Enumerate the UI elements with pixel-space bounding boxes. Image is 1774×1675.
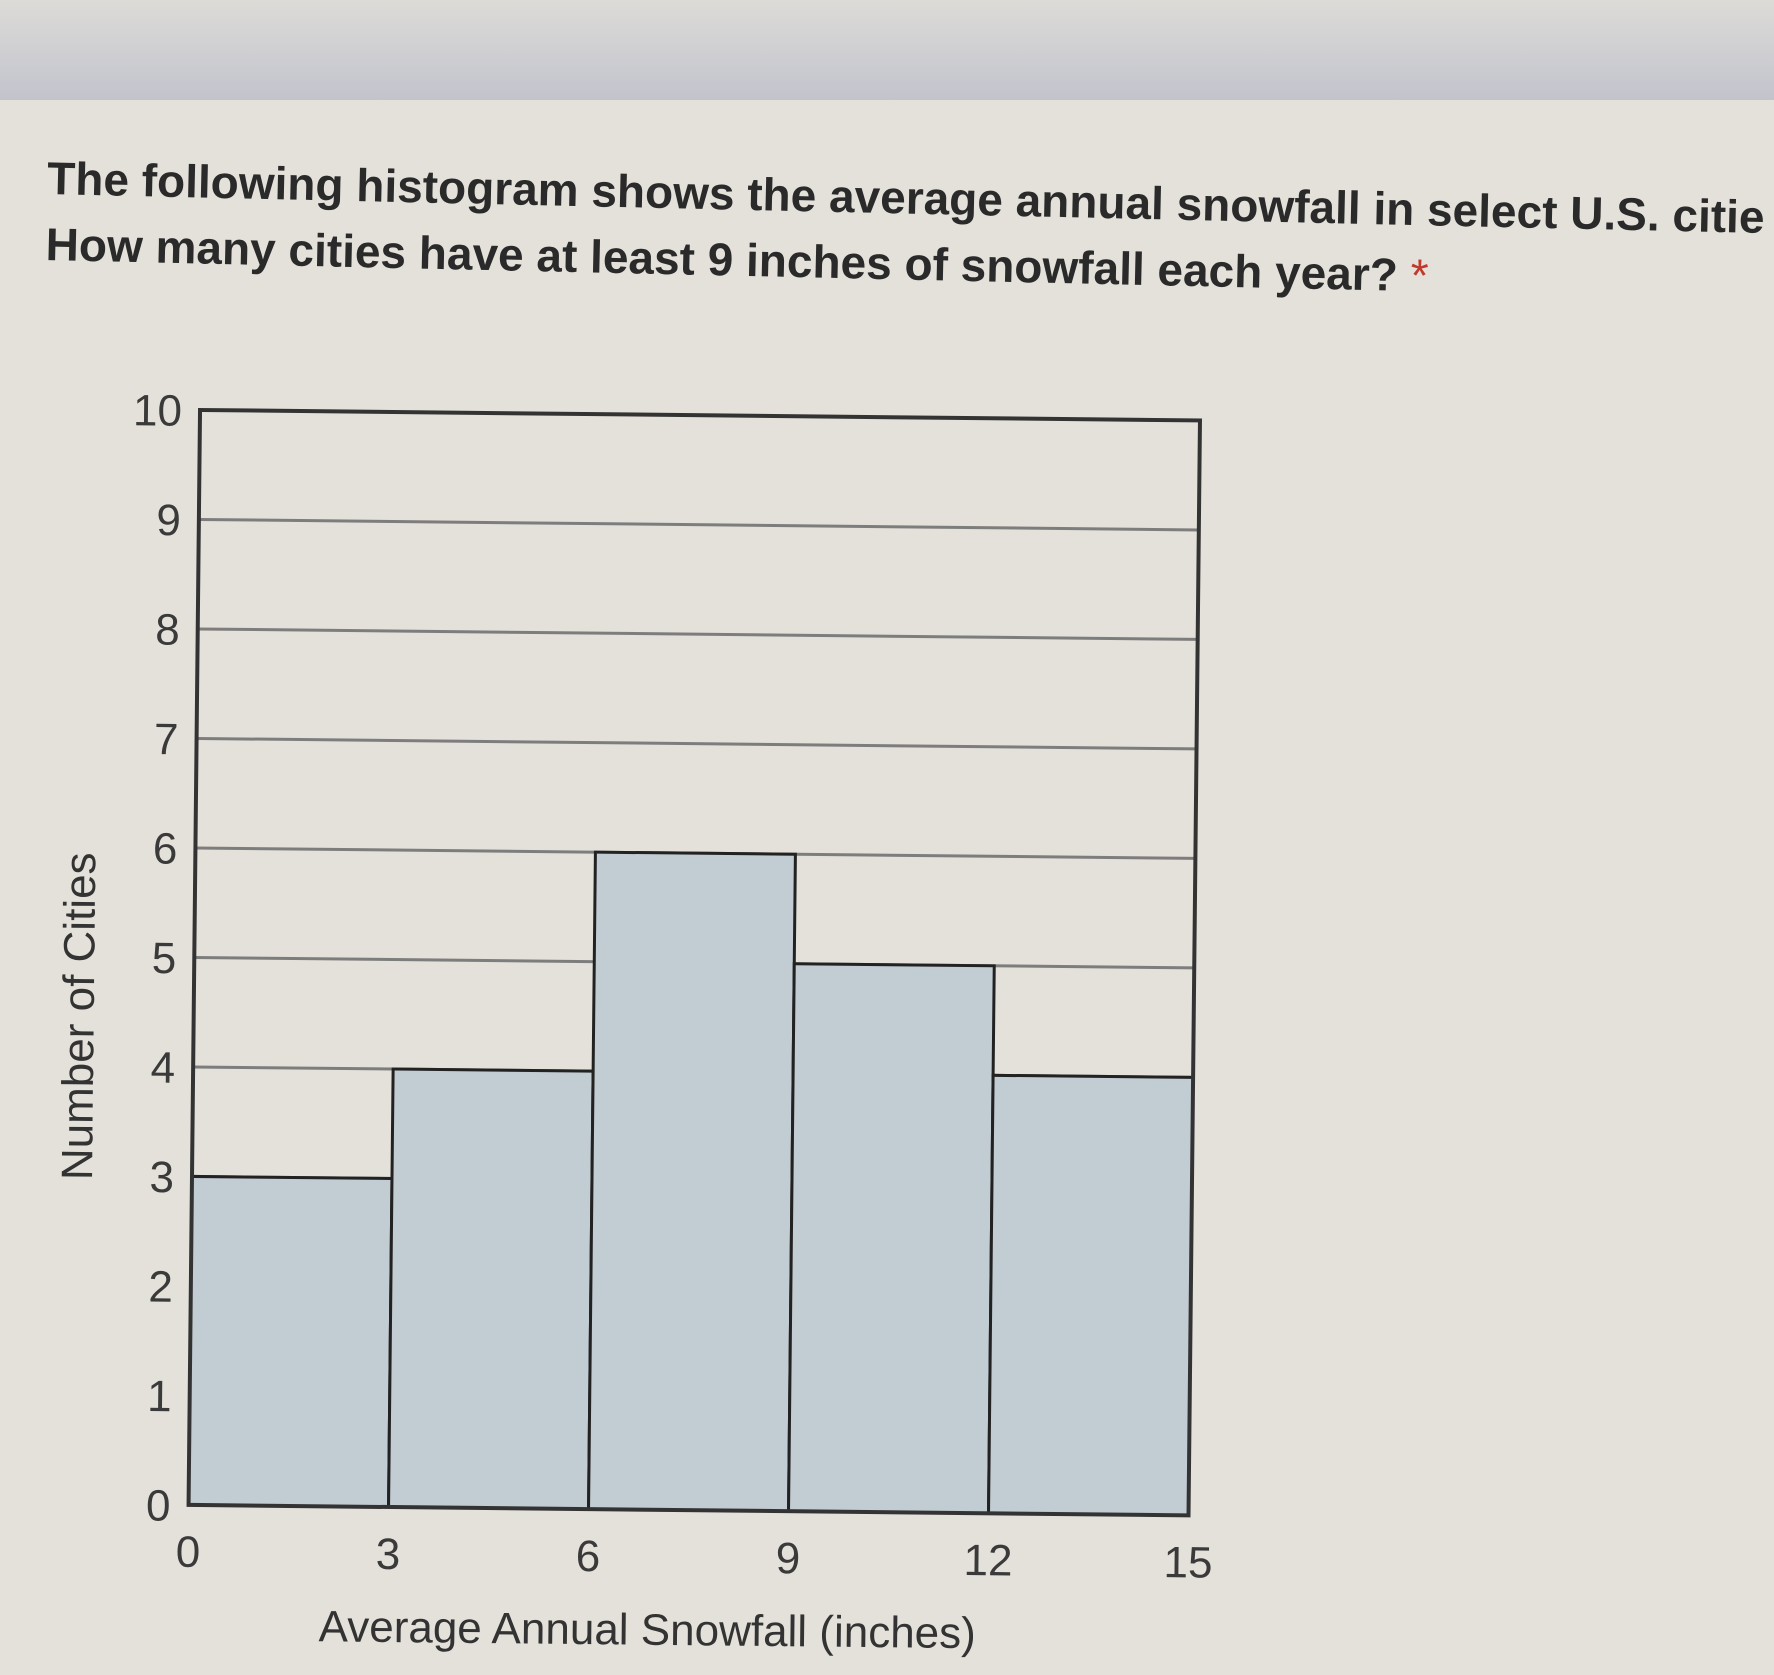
histogram-bar-0 [187,1174,394,1509]
plot-frame [186,407,1202,1518]
histogram-bar-4 [987,1073,1195,1517]
x-tick-label-6: 6 [576,1532,601,1581]
y-tick-label-1: 1 [147,1372,172,1421]
x-tick-label-9: 9 [776,1534,801,1583]
gridline-y-9 [198,517,1199,532]
histogram-bar-1 [387,1067,595,1511]
x-tick-label-3: 3 [376,1530,401,1579]
histogram-bars [187,850,1195,1517]
x-axis-title: Average Annual Snowfall (inches) [318,1602,976,1658]
plot-border [186,407,1202,1518]
y-tick-label-0: 0 [146,1481,171,1530]
gridline-y-7 [196,736,1197,751]
y-axis-title: Number of Cities [53,852,105,1180]
y-tick-labels: 0 1 2 3 4 5 6 7 8 9 10 [133,388,182,1531]
gridline-y-8 [197,627,1198,641]
required-marker: * [1410,248,1430,302]
x-tick-label-0: 0 [176,1528,201,1577]
y-tick-label-5: 5 [152,934,177,983]
y-tick-label-7: 7 [154,715,179,764]
x-tick-label-15: 15 [1163,1538,1212,1588]
y-tick-label-9: 9 [156,496,181,545]
histogram-chart: 0 1 2 3 4 5 6 7 8 9 10 0 3 6 9 12 15 Number of Cities A… [0,388,1305,1675]
y-tick-label-6: 6 [153,825,178,874]
question-text: The following histogram shows the averag… [45,145,1774,316]
y-tick-label-8: 8 [155,606,180,655]
y-tick-label-4: 4 [150,1043,175,1092]
y-tick-label-10: 10 [133,388,182,436]
browser-top-bar [0,0,1774,100]
y-tick-label-3: 3 [149,1153,174,1202]
y-tick-label-2: 2 [148,1262,173,1311]
x-tick-label-12: 12 [963,1536,1012,1586]
histogram-bar-3 [787,962,996,1515]
x-tick-labels: 0 3 6 9 12 15 [176,1528,1213,1588]
histogram-bar-2 [587,850,797,1513]
